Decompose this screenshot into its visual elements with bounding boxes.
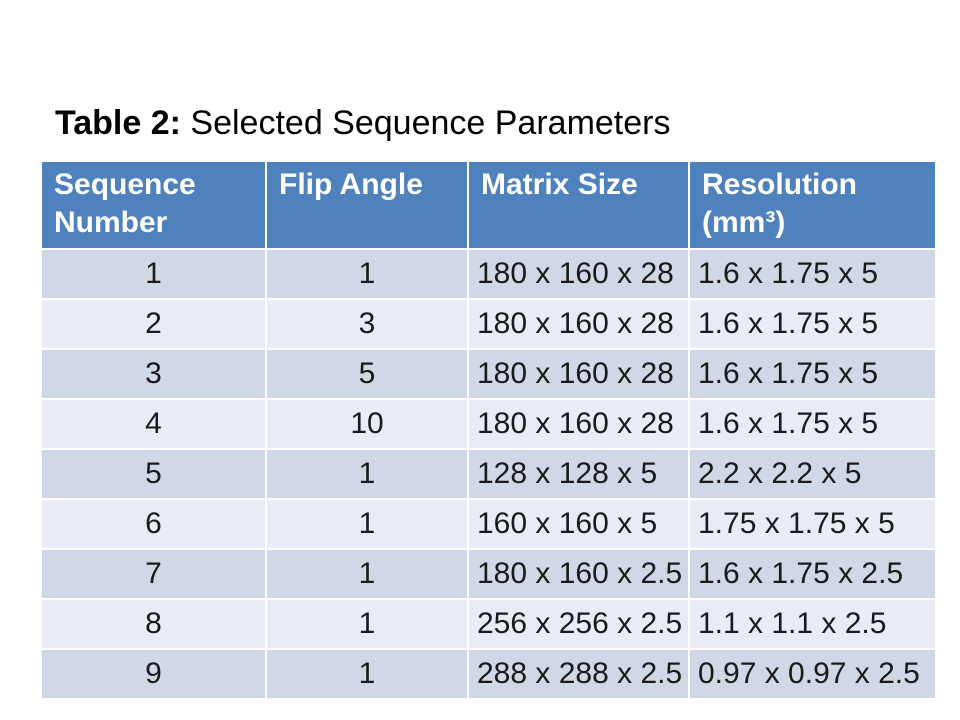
column-header-flip-angle: Flip Angle	[265, 160, 469, 250]
table-cell: 5	[265, 348, 469, 400]
sequence-parameters-table: Sequence Number Flip Angle Matrix Size R…	[40, 160, 937, 700]
table-cell: 1	[40, 248, 267, 300]
page-title: Table 2: Selected Sequence Parameters	[55, 102, 670, 144]
table-cell: 9	[40, 648, 267, 700]
title-prefix: Table 2:	[55, 104, 181, 142]
table-cell: 2	[40, 298, 267, 350]
table-row: 1 1 180 x 160 x 28 1.6 x 1.75 x 5	[40, 248, 937, 300]
title-text: Selected Sequence Parameters	[180, 104, 671, 142]
table-cell: 7	[40, 548, 267, 600]
table-row: 3 5 180 x 160 x 28 1.6 x 1.75 x 5	[40, 348, 937, 400]
table-cell: 4	[40, 398, 267, 450]
table-cell: 8	[40, 598, 267, 650]
table-cell: 180 x 160 x 2.5	[467, 548, 690, 600]
table-cell: 0.97 x 0.97 x 2.5	[688, 648, 937, 700]
table-cell: 6	[40, 498, 267, 550]
table-cell: 10	[265, 398, 469, 450]
table-row: 4 10 180 x 160 x 28 1.6 x 1.75 x 5	[40, 398, 937, 450]
table-cell: 1.75 x 1.75 x 5	[688, 498, 937, 550]
table-header-row: Sequence Number Flip Angle Matrix Size R…	[40, 160, 937, 250]
table-cell: 288 x 288 x 2.5	[467, 648, 690, 700]
column-header-matrix-size: Matrix Size	[467, 160, 690, 250]
column-header-resolution: Resolution (mm³)	[688, 160, 937, 250]
table-row: 6 1 160 x 160 x 5 1.75 x 1.75 x 5	[40, 498, 937, 550]
table-cell: 1.6 x 1.75 x 5	[688, 398, 937, 450]
table-cell: 1	[265, 598, 469, 650]
table-row: 5 1 128 x 128 x 5 2.2 x 2.2 x 5	[40, 448, 937, 500]
table-cell: 1.6 x 1.75 x 5	[688, 298, 937, 350]
table-cell: 128 x 128 x 5	[467, 448, 690, 500]
column-header-sequence-number: Sequence Number	[40, 160, 267, 250]
table-cell: 1	[265, 498, 469, 550]
table-cell: 180 x 160 x 28	[467, 248, 690, 300]
table-cell: 256 x 256 x 2.5	[467, 598, 690, 650]
table-cell: 5	[40, 448, 267, 500]
table-cell: 180 x 160 x 28	[467, 398, 690, 450]
table-cell: 1.6 x 1.75 x 5	[688, 248, 937, 300]
table-cell: 1.6 x 1.75 x 5	[688, 348, 937, 400]
table-cell: 1	[265, 448, 469, 500]
table-cell: 180 x 160 x 28	[467, 298, 690, 350]
table-cell: 180 x 160 x 28	[467, 348, 690, 400]
table-cell: 3	[265, 298, 469, 350]
table-row: 7 1 180 x 160 x 2.5 1.6 x 1.75 x 2.5	[40, 548, 937, 600]
table-cell: 1	[265, 648, 469, 700]
table-row: 2 3 180 x 160 x 28 1.6 x 1.75 x 5	[40, 298, 937, 350]
table-row: 8 1 256 x 256 x 2.5 1.1 x 1.1 x 2.5	[40, 598, 937, 650]
table-cell: 1.1 x 1.1 x 2.5	[688, 598, 937, 650]
table-cell: 2.2 x 2.2 x 5	[688, 448, 937, 500]
table-cell: 1.6 x 1.75 x 2.5	[688, 548, 937, 600]
table-row: 9 1 288 x 288 x 2.5 0.97 x 0.97 x 2.5	[40, 648, 937, 700]
table-cell: 160 x 160 x 5	[467, 498, 690, 550]
table-cell: 1	[265, 248, 469, 300]
table-cell: 3	[40, 348, 267, 400]
table-cell: 1	[265, 548, 469, 600]
